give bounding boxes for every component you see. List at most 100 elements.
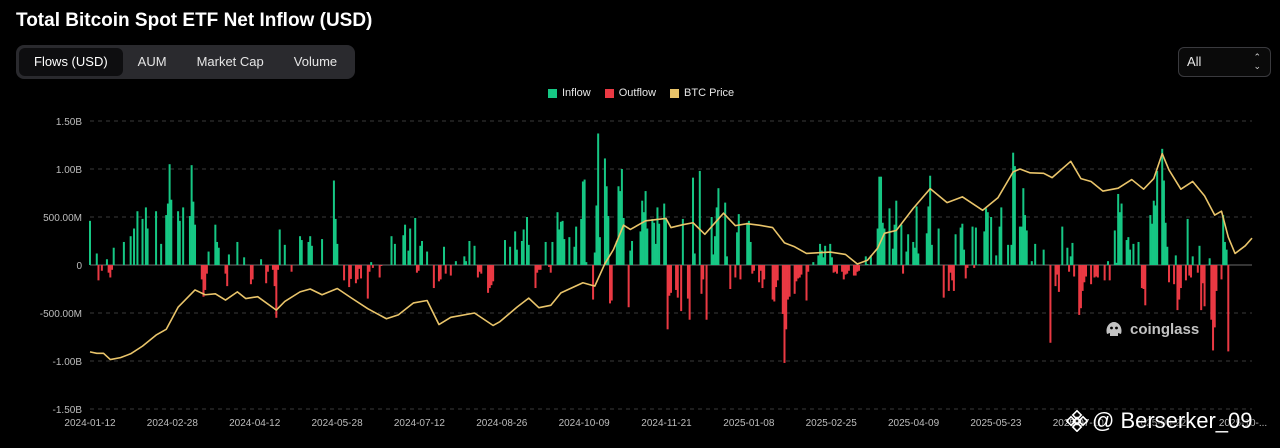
bar-outflow [670, 265, 672, 293]
bar-inflow [454, 261, 457, 265]
tab-volume[interactable]: Volume [293, 54, 338, 69]
x-tick-label: 2025-02-25 [806, 418, 858, 429]
bar-outflow [1095, 265, 1098, 277]
bar-inflow [465, 261, 468, 265]
bar-outflow [773, 265, 776, 302]
bar-inflow [165, 215, 168, 265]
legend-item-inflow[interactable]: Inflow [548, 87, 591, 99]
bar-outflow [487, 265, 490, 293]
bar-inflow [421, 241, 423, 265]
bar-outflow [1054, 265, 1057, 287]
bar-outflow [1215, 265, 1218, 291]
bar-outflow [1068, 265, 1071, 272]
chevron-updown-icon: ⌃ ⌄ [1253, 52, 1261, 71]
bar-inflow [1000, 207, 1003, 265]
bar-outflow [1073, 265, 1076, 277]
bar-inflow [639, 231, 642, 265]
bar-inflow [332, 180, 335, 265]
bar-outflow [852, 265, 855, 276]
bar-inflow [278, 229, 281, 265]
bar-outflow [1184, 265, 1187, 281]
bar-outflow [846, 265, 849, 274]
tab-aum[interactable]: AUM [137, 54, 167, 69]
bar-inflow [1156, 170, 1159, 265]
bar-inflow [880, 176, 883, 265]
bar-inflow [404, 224, 407, 265]
bar-inflow [559, 221, 562, 265]
bar-inflow [336, 243, 339, 265]
bar-outflow [360, 265, 363, 279]
bar-inflow [1115, 262, 1118, 265]
bar-outflow [776, 265, 779, 281]
tab-flows-usd[interactable]: Flows (USD) [19, 48, 123, 76]
bar-outflow [277, 265, 280, 270]
bar-inflow [998, 226, 1001, 265]
legend-item-btc-price[interactable]: BTC Price [670, 87, 734, 99]
bar-inflow [556, 212, 559, 265]
bar-inflow [310, 245, 313, 265]
tab-market-cap[interactable]: Market Cap [196, 54, 264, 69]
bar-inflow [1020, 226, 1023, 265]
bar-inflow [89, 220, 91, 265]
range-select[interactable]: All ⌃ ⌄ [1178, 47, 1271, 77]
bar-outflow [275, 265, 278, 318]
bar-inflow [830, 257, 833, 265]
bar-inflow [715, 207, 718, 265]
bar-inflow [390, 236, 393, 265]
bar-inflow [1113, 230, 1116, 265]
bar-inflow [1007, 244, 1010, 265]
bar-inflow [653, 222, 656, 265]
x-tick-label: 2025-01-08 [723, 418, 775, 429]
bar-inflow [526, 217, 529, 265]
bar-inflow [954, 234, 957, 265]
legend-item-outflow[interactable]: Outflow [604, 87, 656, 99]
bar-outflow [841, 265, 844, 272]
bar-inflow [146, 228, 149, 265]
bar-inflow [568, 237, 571, 265]
bar-inflow [725, 256, 728, 265]
bar-inflow [1225, 249, 1228, 265]
bar-outflow [366, 265, 369, 299]
bar-inflow [714, 236, 717, 265]
bar-inflow [883, 228, 886, 265]
bar-inflow [692, 177, 695, 265]
bar-outflow [1212, 265, 1215, 351]
bar-outflow [610, 265, 613, 301]
bar-outflow [854, 265, 857, 276]
bar-inflow [746, 222, 749, 265]
bar-inflow [166, 203, 169, 265]
bar-inflow [629, 250, 632, 265]
bar-inflow [1066, 247, 1069, 265]
bar-outflow [1200, 265, 1203, 311]
y-tick-label: 500.00M [43, 213, 82, 224]
bar-inflow [170, 199, 173, 265]
bar-inflow [1069, 256, 1072, 265]
bar-outflow [432, 265, 435, 289]
bar-outflow [1210, 265, 1213, 320]
bar-inflow [144, 207, 147, 265]
bar-inflow [558, 229, 561, 265]
bar-inflow [192, 201, 195, 265]
bar-outflow [548, 265, 551, 267]
bar-inflow [927, 206, 930, 265]
bar-inflow [822, 257, 825, 265]
bar-outflow [761, 265, 764, 289]
bar-outflow [271, 265, 274, 270]
bar-inflow [995, 255, 998, 265]
legend-label-inflow: Inflow [562, 87, 591, 99]
bar-inflow [551, 241, 554, 265]
bar-inflow [869, 255, 872, 265]
bar-outflow [109, 265, 112, 278]
bar-inflow [631, 241, 634, 265]
bar-inflow [227, 254, 230, 265]
bar-outflow [378, 265, 381, 278]
bar-outflow [1196, 265, 1199, 273]
bar-outflow [1078, 265, 1081, 315]
bar-inflow [598, 237, 601, 265]
bar-outflow [537, 265, 540, 270]
bar-inflow [122, 241, 125, 265]
bar-inflow [583, 179, 586, 265]
bar-outflow [1188, 265, 1191, 276]
bar-outflow [951, 265, 954, 281]
bar-outflow [476, 265, 479, 278]
